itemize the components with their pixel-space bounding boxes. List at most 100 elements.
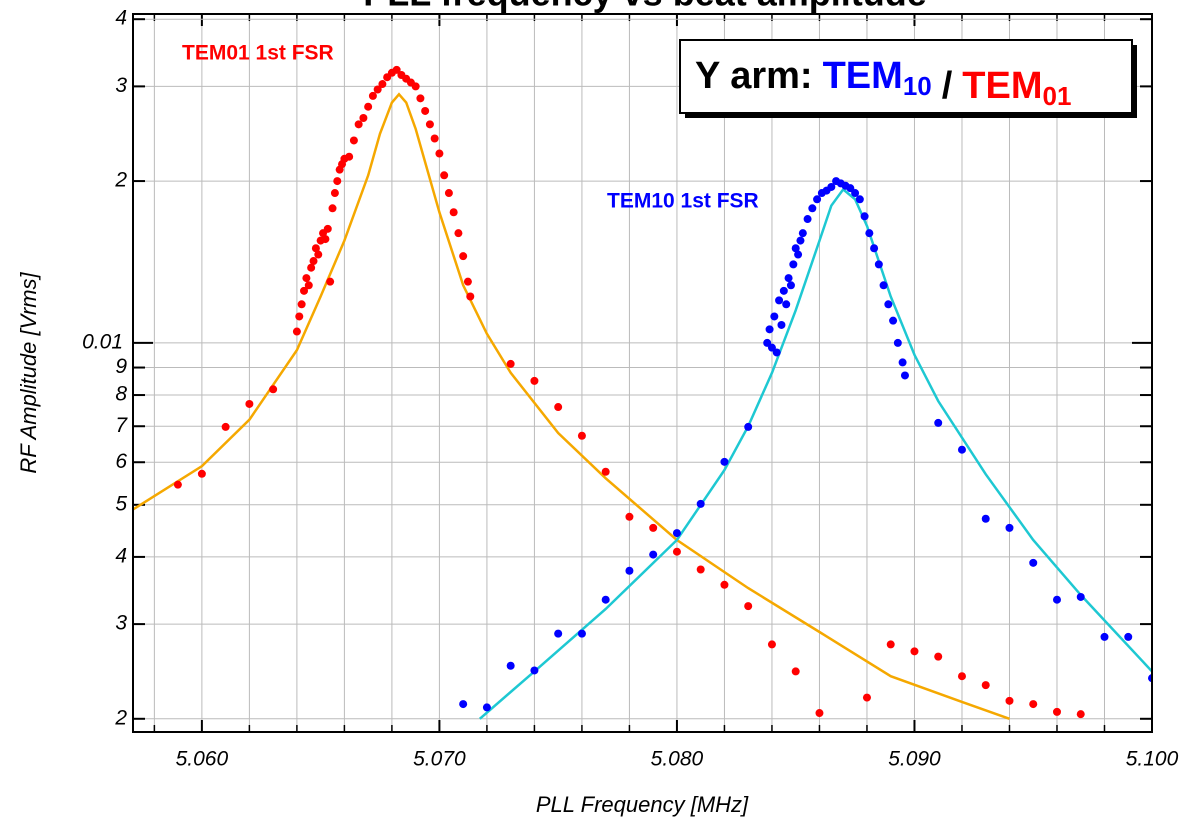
chart-title: PLL frequency vs beat amplitude	[363, 0, 926, 14]
point	[435, 149, 444, 158]
point	[625, 512, 634, 521]
point	[292, 327, 301, 336]
y-axis-label: RF Amplitude [Vrms]	[16, 271, 41, 473]
point	[934, 652, 943, 661]
point	[328, 204, 337, 213]
x-axis-label: PLL Frequency [MHz]	[536, 792, 749, 817]
y-tick-label: 2	[114, 706, 127, 729]
point	[311, 244, 320, 253]
point	[197, 469, 206, 478]
point	[449, 208, 458, 217]
point	[772, 348, 781, 357]
point	[765, 325, 774, 334]
legend-prefix: Y arm:	[695, 55, 813, 97]
legend-item: TEM	[962, 65, 1042, 107]
legend-item-sub: 01	[1043, 81, 1072, 111]
point	[957, 672, 966, 681]
point	[466, 292, 475, 301]
point	[392, 65, 401, 74]
point	[672, 547, 681, 556]
point	[421, 106, 430, 115]
point	[1005, 696, 1014, 705]
point	[796, 236, 805, 245]
y-tick-label: 2	[114, 169, 127, 192]
point	[957, 445, 966, 454]
point	[1124, 632, 1133, 641]
point	[874, 260, 883, 269]
point	[323, 224, 332, 233]
point	[777, 320, 786, 329]
point	[601, 595, 610, 604]
point	[221, 422, 230, 431]
y-tick-label: 9	[115, 355, 127, 378]
plot-frame	[132, 13, 1153, 733]
point	[791, 667, 800, 676]
point	[173, 480, 182, 489]
point	[349, 136, 358, 145]
point	[779, 286, 788, 295]
point	[302, 274, 311, 283]
point	[798, 229, 807, 238]
legend-item-sub: 10	[903, 71, 932, 101]
point	[245, 399, 254, 408]
point	[326, 277, 335, 286]
annotation: TEM01 1st FSR	[182, 42, 334, 65]
point	[459, 252, 468, 261]
x-tick-label: 5.070	[413, 748, 466, 771]
point	[720, 457, 729, 466]
point	[893, 338, 902, 347]
point	[981, 514, 990, 523]
point	[321, 235, 330, 244]
point	[649, 523, 658, 532]
x-tick-label: 5.090	[888, 748, 941, 771]
point	[827, 182, 836, 191]
point	[625, 566, 634, 575]
point	[577, 629, 586, 638]
point	[1076, 592, 1085, 601]
point	[815, 709, 824, 718]
point	[368, 91, 377, 100]
point	[855, 195, 864, 204]
point	[981, 681, 990, 690]
plot-content	[133, 65, 1152, 720]
fit-line	[133, 92, 1010, 720]
point	[1100, 632, 1109, 641]
point	[770, 312, 779, 321]
point	[808, 204, 817, 213]
point	[577, 431, 586, 440]
point	[1005, 523, 1014, 532]
legend-box	[679, 39, 1133, 114]
legend-text: Y arm: TEM10/TEM01	[695, 55, 1071, 111]
point	[307, 263, 316, 272]
legend-item: TEM	[823, 55, 903, 97]
fit-line	[478, 187, 1152, 720]
y-tick-label: 3	[115, 74, 127, 97]
point	[649, 550, 658, 559]
point	[1029, 700, 1038, 709]
point	[506, 661, 515, 670]
y-tick-label: 8	[115, 383, 127, 406]
point	[416, 94, 425, 103]
point	[314, 250, 323, 259]
point	[411, 82, 420, 91]
point	[696, 565, 705, 574]
point	[870, 244, 879, 253]
y-tick-label: 7	[115, 414, 128, 437]
point	[425, 120, 434, 129]
point	[378, 80, 387, 89]
point	[430, 134, 439, 143]
point	[482, 703, 491, 712]
point	[359, 114, 368, 123]
y-tick-label: 6	[115, 450, 127, 473]
point	[794, 250, 803, 259]
point	[333, 177, 342, 186]
point	[884, 300, 893, 309]
point	[530, 376, 539, 385]
point	[506, 359, 515, 368]
point	[364, 102, 373, 111]
point	[744, 602, 753, 611]
point	[459, 700, 468, 709]
point	[300, 286, 309, 295]
point	[784, 274, 793, 283]
